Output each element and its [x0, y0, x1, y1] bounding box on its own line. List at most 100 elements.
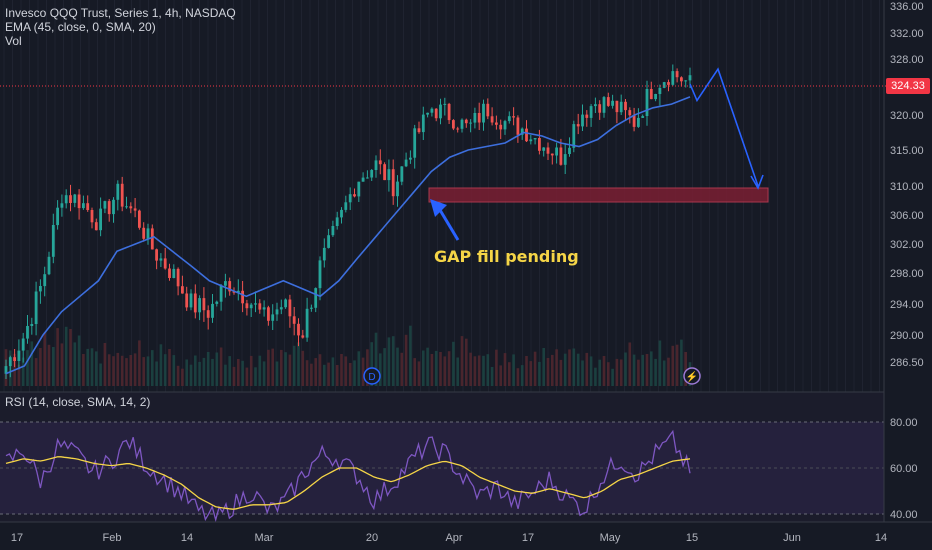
volume-bar: [211, 358, 214, 386]
candle-body: [490, 116, 494, 123]
candle-body: [215, 301, 219, 304]
annotation-arrow: [430, 199, 460, 241]
volume-bar: [189, 364, 193, 386]
ema-legend[interactable]: EMA (45, close, 0, SMA, 20): [5, 20, 156, 34]
volume-bar: [568, 349, 571, 386]
volume-bar: [116, 352, 120, 386]
dividend-marker[interactable]: D: [363, 367, 381, 385]
time-tick-label: May: [600, 532, 621, 544]
volume-bar: [443, 356, 447, 386]
rsi-legend-label[interactable]: RSI (14, close, SMA, 14, 2): [5, 395, 151, 409]
volume-bar: [452, 341, 455, 386]
volume-bar: [288, 354, 292, 386]
candle-body: [120, 183, 124, 207]
candle-body: [288, 299, 292, 317]
candle-body: [4, 366, 8, 374]
price-tick-label: 328.00: [890, 54, 924, 66]
price-tick-label: 298.00: [890, 268, 924, 280]
volume-bar: [495, 349, 498, 386]
candle-body: [297, 323, 300, 336]
volume-bar: [206, 352, 210, 386]
volume-bar: [525, 356, 528, 386]
volume-bar: [662, 360, 666, 386]
volume-bar: [619, 359, 623, 386]
candle-body: [370, 170, 374, 178]
candle-body: [482, 103, 485, 123]
candle-body: [413, 128, 417, 158]
volume-bar: [400, 352, 404, 386]
volume-legend[interactable]: Vol: [5, 34, 22, 48]
volume-bar: [163, 354, 167, 386]
candle-body: [163, 258, 167, 269]
gap-zone[interactable]: [428, 187, 769, 203]
volume-bar: [460, 336, 464, 386]
volume-bar: [516, 368, 520, 386]
time-tick-label: Mar: [255, 532, 274, 544]
volume-bar: [129, 355, 133, 386]
volume-bar: [499, 365, 502, 386]
volume-bar: [95, 351, 98, 386]
volume-bar: [383, 348, 386, 386]
volume-bar: [508, 362, 511, 386]
volume-bar: [146, 356, 150, 386]
last-price-tag: 324.33: [886, 78, 930, 94]
price-tick-label: 315.00: [890, 145, 924, 157]
candle-body: [366, 177, 369, 179]
candle-body: [542, 147, 546, 151]
candle-body: [611, 100, 614, 106]
volume-bar: [224, 364, 227, 386]
candle-body: [641, 116, 645, 118]
candle-body: [378, 160, 382, 165]
volume-bars: [4, 325, 692, 387]
volume-bar: [684, 352, 687, 386]
candle-body: [477, 113, 481, 123]
price-tick-label: 290.00: [890, 330, 924, 342]
volume-bar: [318, 354, 322, 386]
volume-bar: [305, 360, 309, 386]
candle-body: [559, 147, 563, 165]
candle-body: [344, 202, 348, 210]
candle-body: [193, 293, 197, 313]
earnings-marker[interactable]: ⚡: [683, 367, 701, 385]
volume-bar: [297, 342, 300, 386]
price-tick-label: 302.00: [890, 239, 924, 251]
volume-bar: [107, 354, 111, 386]
candle-body: [245, 303, 249, 309]
volume-bar: [413, 358, 416, 386]
volume-bar: [611, 368, 614, 386]
volume-bar: [245, 367, 249, 386]
volume-bar: [241, 360, 244, 386]
candle-body: [262, 307, 266, 310]
volume-bar: [628, 342, 632, 386]
candle-body: [563, 154, 567, 165]
volume-bar: [21, 357, 25, 386]
candle-body: [520, 128, 524, 135]
chart-legend: Invesco QQQ Trust, Series 1, 4h, NASDAQ …: [5, 6, 236, 48]
volume-bar: [310, 363, 313, 386]
time-tick-label: 17: [522, 532, 534, 544]
candle-body: [495, 122, 498, 125]
volume-bar: [194, 355, 197, 386]
volume-bar: [589, 356, 593, 386]
svg-text:⚡: ⚡: [686, 370, 698, 383]
candle-body: [456, 128, 460, 130]
volume-bar: [198, 361, 201, 386]
volume-bar: [237, 359, 240, 386]
time-tick-label: 14: [875, 532, 887, 544]
candle-body: [447, 103, 451, 121]
candle-body: [133, 208, 137, 211]
rsi-ma-line: [5, 456, 691, 510]
candle-body: [112, 199, 115, 215]
volume-bar: [607, 362, 610, 386]
volume-bar: [645, 354, 649, 386]
volume-bar: [219, 347, 223, 386]
candle-body: [615, 100, 619, 113]
candle-body: [550, 153, 554, 156]
candle-body: [142, 227, 146, 239]
candle-body: [675, 71, 679, 78]
volume-bar: [469, 352, 472, 386]
volume-bar: [335, 365, 339, 386]
symbol-title[interactable]: Invesco QQQ Trust, Series 1, 4h, NASDAQ: [5, 6, 236, 20]
candle-body: [310, 307, 313, 309]
